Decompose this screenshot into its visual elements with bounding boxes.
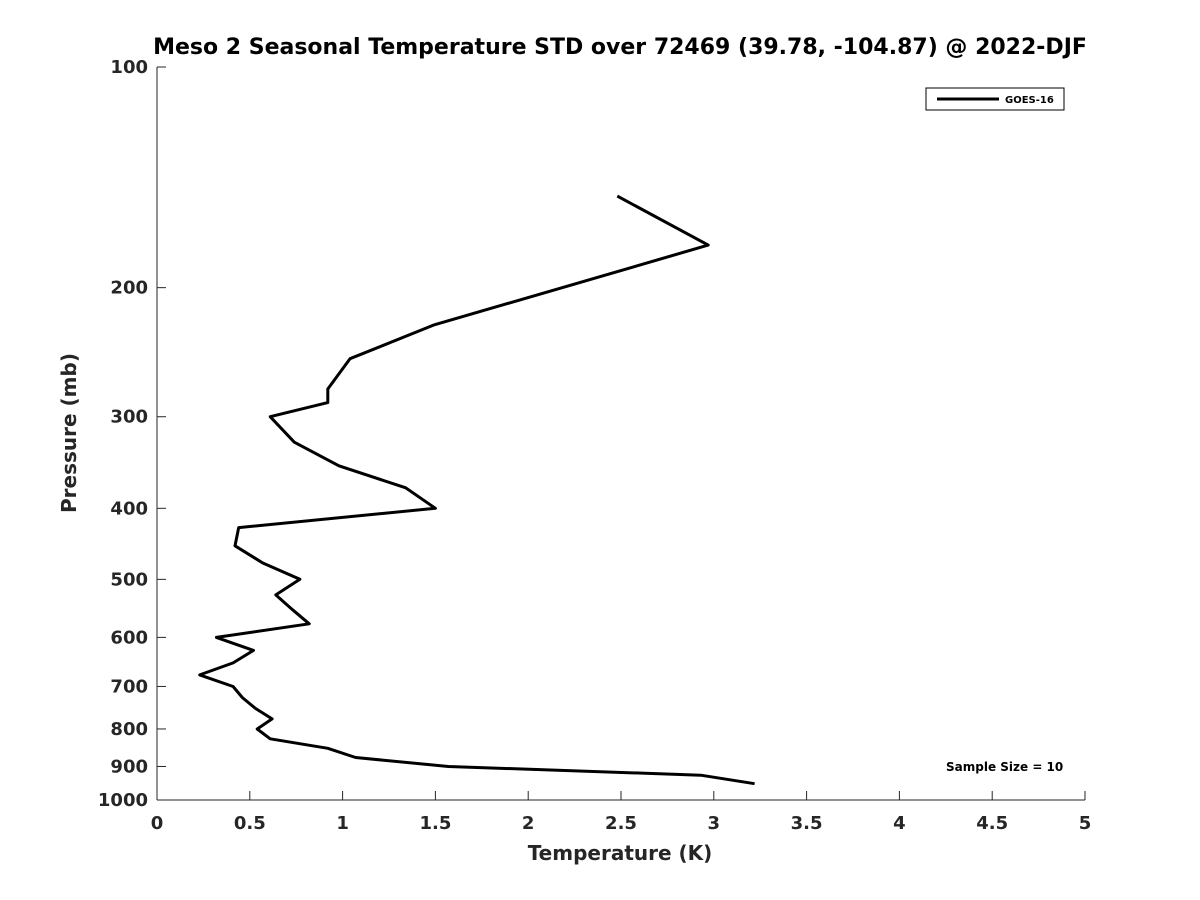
x-tick-label: 2: [522, 813, 535, 834]
y-tick-label: 600: [110, 627, 148, 648]
y-tick-label: 300: [110, 407, 148, 428]
y-tick-label: 1000: [98, 790, 148, 811]
x-tick-label: 4.5: [976, 813, 1008, 834]
x-tick-label: 2.5: [605, 813, 637, 834]
legend: GOES-16: [925, 87, 1065, 111]
x-tick-label: 3: [708, 813, 721, 834]
y-tick-label: 800: [110, 719, 148, 740]
y-tick-label: 100: [110, 57, 148, 78]
x-tick-label: 5: [1079, 813, 1092, 834]
series-layer: [198, 194, 755, 786]
y-tick-label: 200: [110, 278, 148, 299]
x-axis-ticks: 0 0.5 1 1.5 2 2.5 3 3.5 4 4.5 5: [151, 791, 1092, 834]
y-tick-label: 700: [110, 676, 148, 697]
y-tick-label: 500: [110, 569, 148, 590]
y-axis-ticks: 100 200 300 400 500 600 700 800 900 1000: [98, 57, 166, 811]
x-axis-label: Temperature (K): [528, 841, 713, 865]
x-tick-label: 4: [893, 813, 906, 834]
y-tick-label: 400: [110, 498, 148, 519]
series-line-goes-16: [198, 194, 755, 786]
y-axis-label: Pressure (mb): [57, 353, 81, 513]
x-tick-label: 1.5: [419, 813, 451, 834]
sample-size-annotation: Sample Size = 10: [946, 760, 1063, 774]
x-tick-label: 0.5: [234, 813, 266, 834]
y-tick-label: 900: [110, 756, 148, 777]
chart-title: Meso 2 Seasonal Temperature STD over 724…: [153, 35, 1087, 60]
plot-axes: [156, 67, 1085, 801]
x-tick-label: 0: [151, 813, 164, 834]
x-tick-label: 3.5: [791, 813, 823, 834]
x-tick-label: 1: [336, 813, 349, 834]
legend-label-goes16: GOES-16: [1005, 95, 1054, 106]
